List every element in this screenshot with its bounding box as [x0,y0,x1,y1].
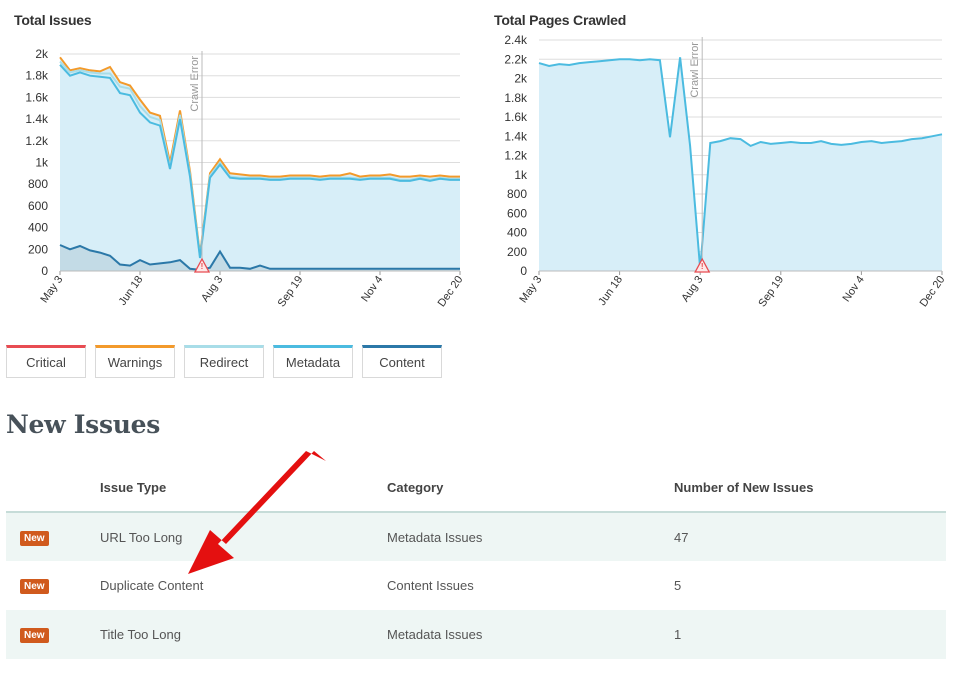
badge-cell: New [6,561,100,610]
warning-triangle-icon [694,257,711,273]
y-tick-label: 1.4k [504,129,528,143]
category-cell: Metadata Issues [387,512,674,561]
crawl-error-label: Crawl Error [689,42,701,98]
x-tick-label: May 3 [517,274,544,305]
y-tick-label: 1.6k [504,110,528,124]
issue-type-cell[interactable]: Title Too Long [100,610,387,659]
y-tick-label: 1k [514,168,528,182]
chart-legend: Critical Warnings Redirect Metadata Cont… [6,345,442,378]
y-tick-label: 0 [41,264,48,278]
y-tick-label: 2k [514,72,528,86]
x-tick-label: Nov 4 [841,274,867,304]
x-tick-label: Aug 3 [199,274,225,304]
x-tick-label: Jun 18 [117,274,146,308]
new-badge: New [20,530,49,546]
y-tick-label: 1.2k [504,149,528,163]
count-cell: 47 [674,512,946,561]
count-cell: 5 [674,578,682,593]
x-tick-label: Jun 18 [596,274,625,308]
count-header: Number of New Issues [674,464,946,513]
category-cell: Metadata Issues [387,610,674,659]
y-tick-label: 1.2k [25,134,49,148]
y-tick-label: 800 [28,177,48,191]
series-line-warnings [59,56,460,255]
y-tick-label: 0 [520,264,527,278]
total-pages-plot: 2.4k 2.2k 2k 1.8k 1.6k 1.4k 1.2k 1k 800 600 400 200… [504,33,948,309]
x-tick-label: Dec 20 [918,274,948,309]
y-tick-label: 2.4k [504,33,528,47]
series-line-content [59,244,460,271]
y-tick-label: 1.8k [504,91,528,105]
series-line-pages [538,57,943,270]
y-tick-label: 1k [35,156,49,170]
issue-type-header: Issue Type [100,464,387,513]
table-header-row: Issue Type Category Number of New Issues [6,464,946,513]
crawl-error-label: Crawl Error [189,56,201,112]
x-tick-label: May 3 [38,274,65,305]
legend-critical-button[interactable]: Critical [6,345,86,378]
x-tick-label: Dec 20 [436,274,466,309]
y-tick-label: 1.8k [25,69,49,83]
y-tick-label: 1.6k [25,90,49,104]
series-area [60,244,460,271]
badge-cell: New [6,610,100,659]
x-tick-label: Sep 19 [276,274,306,309]
y-tick-label: 200 [28,242,48,256]
new-badge: New [20,579,49,594]
legend-warnings-button[interactable]: Warnings [95,345,175,378]
series-line-redirect [59,60,460,258]
y-tick-label: 2k [35,47,49,61]
total-issues-chart: Total Issues 2k 1.8k 1.6k 1.4k 1.2k 1k 800 600 4… [0,0,480,340]
x-tick-label: Sep 19 [756,274,786,309]
y-tick-label: 400 [28,221,48,235]
y-tick-label: 600 [28,199,48,213]
legend-redirect-button[interactable]: Redirect [184,345,264,378]
table-row[interactable]: New URL Too Long Metadata Issues 47 [6,512,946,561]
y-tick-label: 600 [507,206,527,220]
warning-triangle-icon [193,257,211,273]
x-tick-label: Nov 4 [359,274,385,304]
table-row[interactable]: New Duplicate Content Content Issues 5 [6,561,946,610]
legend-metadata-button[interactable]: Metadata [273,345,353,378]
area-fill [539,57,942,272]
y-tick-label: 2.2k [504,52,528,66]
x-tick-label: Aug 3 [679,274,705,304]
y-tick-label: 400 [507,226,527,240]
issue-type-cell[interactable]: Duplicate Content [100,578,204,593]
new-issues-heading: New Issues [6,410,160,439]
issue-type-cell[interactable]: URL Too Long [100,512,387,561]
exclamation-glyph: ! [701,262,704,271]
category-header: Category [387,464,674,513]
y-tick-label: 800 [507,187,527,201]
exclamation-glyph: ! [201,262,204,271]
y-tick-label: 1.4k [25,112,49,126]
category-cell: Content Issues [387,578,474,593]
total-pages-title: Total Pages Crawled [494,12,627,28]
badge-cell: New [6,512,100,561]
y-tick-label: 200 [507,245,527,259]
badge-column-header [6,464,100,513]
count-cell: 1 [674,610,946,659]
table-row[interactable]: New Title Too Long Metadata Issues 1 [6,610,946,659]
new-badge: New [20,628,49,643]
area-fill [60,57,460,271]
total-pages-chart: Total Pages Crawled 2.4k 2.2k 2k 1.8k 1.6k 1.… [480,0,960,340]
total-issues-title: Total Issues [14,12,92,28]
new-issues-table: Issue Type Category Number of New Issues… [6,464,946,659]
series-line-metadata [59,64,460,259]
legend-content-button[interactable]: Content [362,345,442,378]
